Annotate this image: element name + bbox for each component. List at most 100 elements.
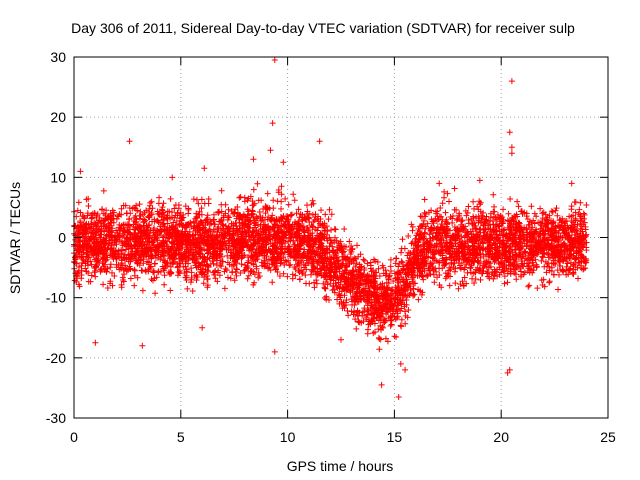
data-point: [120, 276, 127, 283]
data-point: [391, 333, 398, 340]
data-point: [326, 255, 333, 262]
data-point: [264, 190, 271, 197]
data-point: [415, 296, 422, 303]
data-point: [473, 228, 480, 235]
data-point: [434, 208, 441, 215]
data-point: [486, 241, 493, 248]
data-point: [97, 243, 104, 250]
data-point: [572, 255, 579, 262]
data-point: [496, 228, 503, 235]
data-point: [411, 247, 418, 254]
data-point: [553, 205, 560, 212]
data-point: [537, 205, 544, 212]
data-point: [336, 300, 343, 307]
data-point: [167, 263, 174, 270]
data-point: [282, 195, 289, 202]
data-point: [354, 242, 361, 249]
data-point: [307, 232, 314, 239]
data-point: [519, 253, 526, 260]
data-point: [171, 238, 178, 245]
data-point: [344, 307, 351, 314]
data-point: [254, 180, 261, 187]
data-point: [257, 250, 264, 257]
data-point: [87, 258, 94, 265]
data-point: [479, 246, 486, 253]
data-point: [514, 213, 521, 220]
data-point: [222, 201, 229, 208]
data-point: [563, 231, 570, 238]
data-point: [226, 261, 233, 268]
data-point: [380, 324, 387, 331]
data-point: [176, 267, 183, 274]
data-point: [328, 227, 335, 234]
data-point: [126, 263, 133, 270]
data-point: [336, 284, 343, 291]
data-point: [317, 252, 324, 259]
data-point: [447, 266, 454, 273]
data-point: [89, 214, 96, 221]
data-point: [104, 213, 111, 220]
data-point: [195, 200, 202, 207]
data-point: [434, 274, 441, 281]
data-point: [188, 269, 195, 276]
data-point: [490, 213, 497, 220]
data-point: [335, 291, 342, 298]
data-point: [405, 284, 412, 291]
data-point: [471, 280, 478, 287]
data-point: [501, 280, 508, 287]
data-point: [423, 260, 430, 267]
data-point: [127, 265, 134, 272]
data-point: [449, 245, 456, 252]
data-point: [341, 292, 348, 299]
data-point: [233, 272, 240, 279]
data-point: [500, 263, 507, 270]
data-point: [324, 246, 331, 253]
data-point: [274, 198, 281, 205]
data-point: [515, 203, 522, 210]
data-point: [322, 224, 329, 231]
data-point: [136, 201, 143, 208]
data-point: [451, 185, 458, 192]
data-point: [303, 257, 310, 264]
data-point: [167, 268, 174, 275]
data-point: [451, 268, 458, 275]
data-point: [274, 269, 281, 276]
data-point: [265, 226, 272, 233]
data-point: [566, 232, 573, 239]
data-point: [450, 232, 457, 239]
data-point: [396, 269, 403, 276]
data-point: [205, 229, 212, 236]
data-point: [234, 231, 241, 238]
data-point: [572, 234, 579, 241]
data-point: [369, 299, 376, 306]
data-point: [206, 226, 213, 233]
data-point: [160, 233, 167, 240]
data-point: [182, 203, 189, 210]
data-point: [213, 233, 220, 240]
data-point: [74, 270, 81, 277]
data-point: [100, 281, 107, 288]
data-point: [159, 207, 166, 214]
data-point: [87, 235, 94, 242]
data-point: [528, 246, 535, 253]
data-point: [477, 254, 484, 261]
data-point: [502, 258, 509, 265]
data-point: [567, 265, 574, 272]
data-point: [364, 312, 371, 319]
data-point: [426, 231, 433, 238]
data-point: [251, 224, 258, 231]
data-point: [167, 287, 174, 294]
data-point: [140, 238, 147, 245]
data-point: [255, 197, 262, 204]
data-point: [148, 255, 155, 262]
data-point: [127, 275, 134, 282]
data-point: [353, 325, 360, 332]
plot-area: [71, 57, 590, 400]
data-point: [182, 235, 189, 242]
data-point: [519, 260, 526, 267]
data-point: [299, 224, 306, 231]
data-point: [455, 215, 462, 222]
data-point: [320, 234, 327, 241]
data-point: [151, 235, 158, 242]
